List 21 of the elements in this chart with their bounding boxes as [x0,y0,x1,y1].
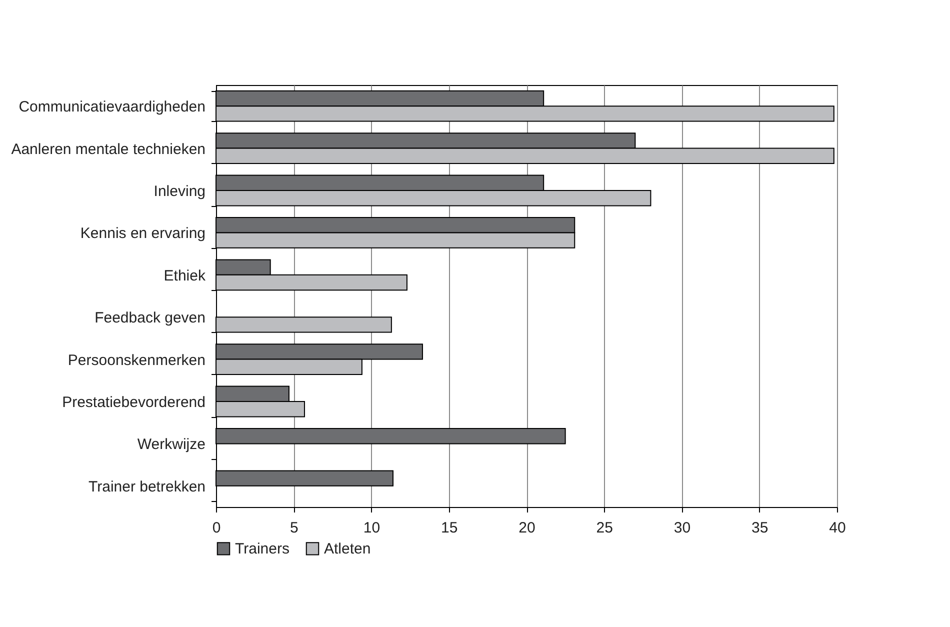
x-tick-label: 5 [290,520,298,536]
y-tick-label: Communicatievaardigheden [18,98,206,116]
y-tick-label: Trainer betrekken [88,478,206,496]
y-tick-label: Prestatiebevorderend [62,394,206,411]
y-tick-label: Ethiek [164,267,206,284]
y-tick-label: Feedback geven [94,310,206,327]
y-tick-label: Kennis en ervaring [80,225,206,242]
x-tick-label: 20 [518,520,536,536]
legend-label: Atleten [324,540,371,558]
y-tick-label: Persoonskenmerken [68,352,206,369]
x-tick-label: 35 [752,520,768,536]
x-tick-label: 25 [596,520,613,536]
legend-label: Trainers [235,540,290,558]
x-tick-label: 0 [212,520,221,536]
y-tick-label: Werkwijze [137,436,206,454]
y-tick-label: Aanleren mentale technieken [11,140,206,158]
x-tick-label: 40 [829,520,846,536]
x-tick-label: 15 [441,520,458,536]
x-tick-label: 10 [363,520,380,536]
y-tick-label: Inleving [154,183,206,200]
x-tick-label: 30 [674,520,691,536]
